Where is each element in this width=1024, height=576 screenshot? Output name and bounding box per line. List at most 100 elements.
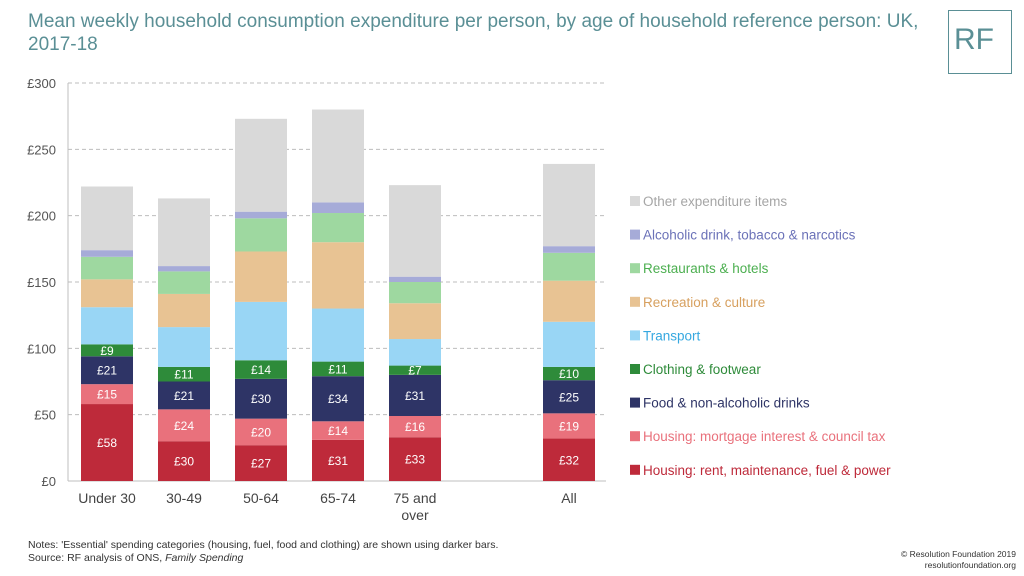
y-tick-label: £300 — [27, 76, 56, 91]
bar-segment — [235, 301, 287, 361]
data-label: £27 — [251, 457, 271, 471]
data-label: £20 — [251, 425, 271, 439]
y-tick-label: £200 — [27, 209, 56, 224]
data-label: £31 — [405, 389, 425, 403]
bar-segment — [312, 421, 364, 440]
bar-segment — [543, 366, 595, 381]
bar-segment — [81, 404, 133, 481]
data-label: £11 — [174, 368, 193, 382]
bar-segment — [312, 361, 364, 377]
data-label: £32 — [559, 453, 579, 467]
bar-segment — [389, 415, 441, 438]
copyright-credit: © Resolution Foundation 2019 resolutionf… — [901, 549, 1016, 571]
data-label: £25 — [559, 390, 579, 404]
bar-segment — [81, 279, 133, 308]
legend-swatch — [630, 196, 640, 206]
source-line: Source: RF analysis of ONS, Family Spend… — [28, 552, 498, 565]
y-tick-label: £50 — [34, 408, 56, 423]
data-label: £34 — [328, 392, 348, 406]
legend-swatch — [630, 364, 640, 374]
legend-swatch — [630, 296, 640, 307]
bar-segment — [543, 252, 595, 281]
legend-label: Housing: mortgage interest & council tax — [643, 429, 886, 444]
data-label: £14 — [328, 424, 348, 438]
bar-segment — [81, 356, 133, 385]
data-label: £16 — [405, 420, 425, 434]
bar-segment — [543, 163, 595, 247]
data-label: £58 — [97, 436, 117, 450]
data-label: £14 — [251, 363, 271, 377]
bar-segment — [158, 366, 210, 382]
data-label: £19 — [559, 419, 579, 433]
bar-segment — [81, 344, 133, 357]
y-tick-label: £250 — [27, 142, 56, 157]
bar-segment — [389, 374, 441, 416]
bar-segment — [235, 378, 287, 419]
legend-swatch — [630, 263, 640, 274]
bar-segment — [312, 202, 364, 214]
bar-segment — [81, 307, 133, 345]
copyright-line: © Resolution Foundation 2019 — [901, 549, 1016, 559]
legend-swatch — [630, 464, 640, 475]
bar-segment — [158, 271, 210, 294]
bar-segment — [235, 418, 287, 446]
bar-segment — [312, 439, 364, 481]
legend-label: Food & non-alcoholic drinks — [643, 396, 810, 411]
notes-line: Notes: 'Essential' spending categories (… — [28, 539, 499, 551]
bar-segment — [543, 413, 595, 439]
website-line: resolutionfoundation.org — [924, 560, 1016, 570]
bar-segment — [543, 438, 595, 481]
x-tick-label: over — [401, 507, 429, 523]
x-tick-label: 30-49 — [166, 490, 202, 506]
bar-segment — [235, 360, 287, 379]
bar-segment — [543, 246, 595, 253]
legend-label: Recreation & culture — [643, 295, 765, 310]
source-title: Family Spending — [165, 552, 244, 564]
bar-segment — [312, 109, 364, 203]
bar-segment — [312, 308, 364, 362]
data-label: £30 — [174, 455, 194, 469]
bar-segment — [235, 445, 287, 481]
data-label: £7 — [408, 364, 422, 378]
bar-segment — [312, 242, 364, 309]
bar-segment — [158, 327, 210, 367]
rf-logo: RF — [948, 10, 1012, 74]
bar-segment — [158, 441, 210, 481]
data-label: £15 — [97, 388, 117, 402]
bar-segment — [81, 250, 133, 257]
data-label: £31 — [328, 454, 348, 468]
legend-label: Transport — [643, 328, 701, 343]
bar-segment — [81, 384, 133, 405]
legend-label: Other expenditure items — [643, 194, 787, 209]
x-tick-label: 65-74 — [320, 490, 356, 506]
y-tick-label: £0 — [42, 474, 56, 489]
bar-segment — [543, 380, 595, 414]
bar-segment — [312, 213, 364, 243]
bar-segment — [158, 293, 210, 328]
source-prefix: Source: RF analysis of ONS, — [28, 552, 166, 564]
bar-segment — [235, 251, 287, 302]
data-label: £24 — [174, 419, 194, 433]
bar-segment — [235, 118, 287, 212]
data-label: £30 — [251, 392, 271, 406]
y-tick-label: £100 — [27, 341, 56, 356]
bar-segment — [158, 381, 210, 410]
legend-swatch — [630, 330, 640, 341]
bar-segment — [389, 276, 441, 282]
bar-segment — [389, 339, 441, 366]
bar-segment — [543, 321, 595, 367]
bar-segment — [81, 186, 133, 251]
bar-segment — [389, 437, 441, 481]
data-label: £33 — [405, 453, 425, 467]
legend-swatch — [630, 397, 640, 408]
data-label: £10 — [559, 367, 579, 381]
bar-segment — [389, 365, 441, 375]
legend-label: Clothing & footwear — [643, 362, 761, 377]
bar-segment — [235, 211, 287, 219]
bar-segment — [158, 198, 210, 267]
legend-label: Alcoholic drink, tobacco & narcotics — [643, 228, 856, 243]
y-tick-label: £150 — [27, 275, 56, 290]
x-tick-label: 75 and — [394, 490, 437, 506]
legend-swatch — [630, 229, 640, 240]
